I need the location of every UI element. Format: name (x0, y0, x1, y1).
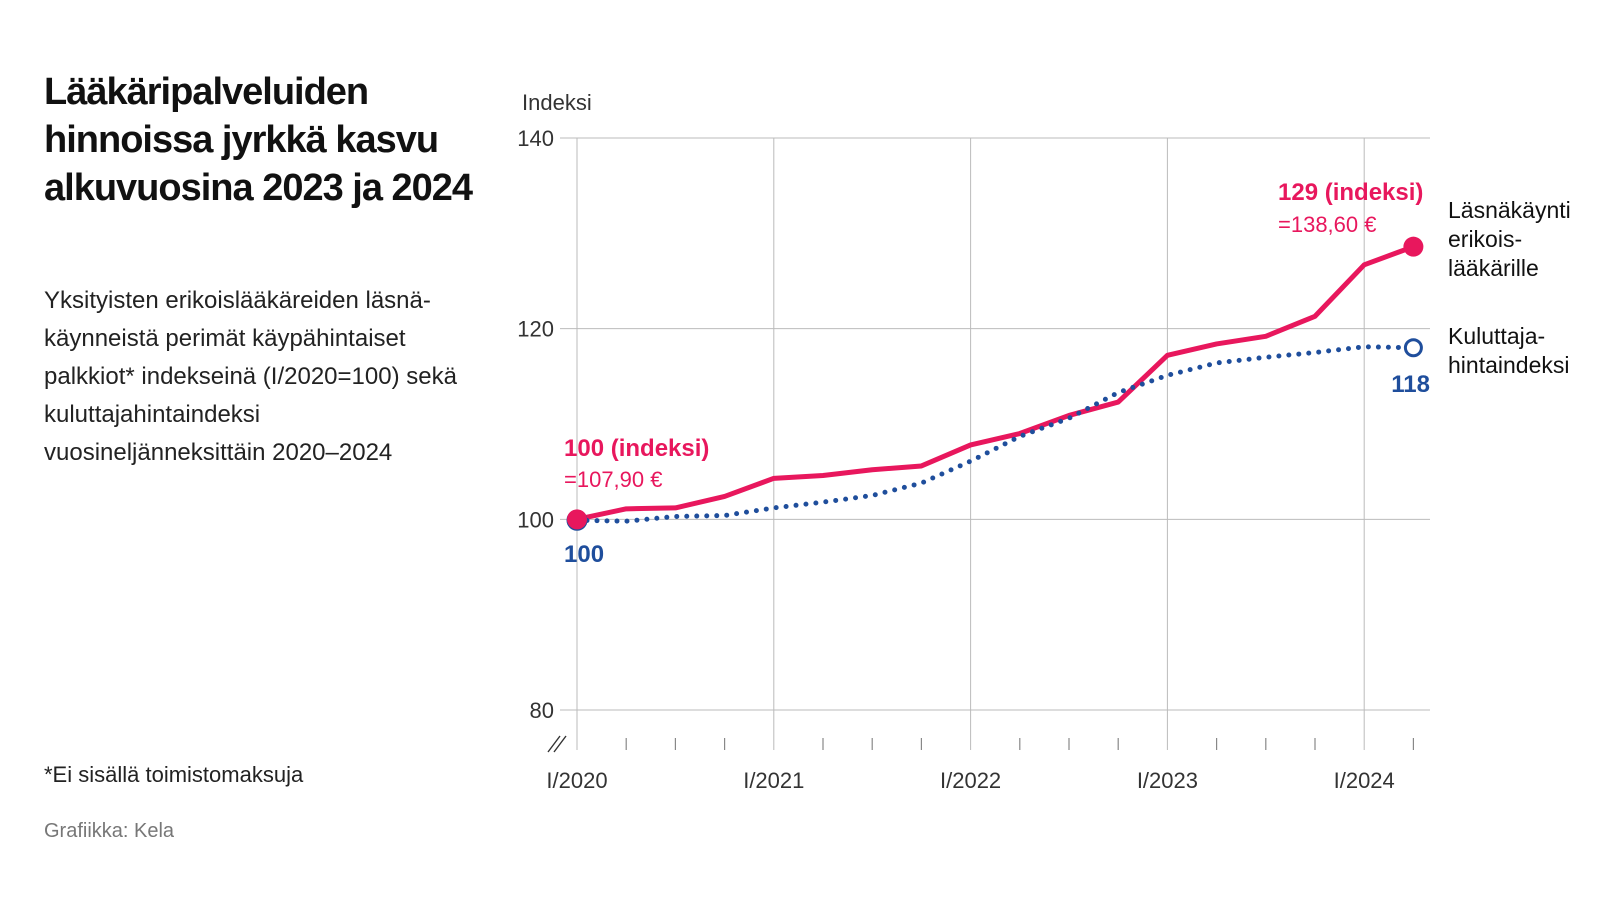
y-tick-label: 100 (517, 507, 554, 532)
start-annotation-sublabel: =107,90 € (564, 467, 662, 492)
chart-subtitle: Yksityisten erikoislääkäreiden läsnä-käy… (44, 287, 457, 466)
series-label-cpi: Kuluttaja- (1448, 323, 1545, 349)
end-annotation-label: 129 (indeksi) (1278, 179, 1423, 206)
series-label-cpi: hintaindeksi (1448, 352, 1569, 378)
x-tick-label: I/2020 (546, 768, 607, 793)
series-label-clinic: erikois- (1448, 226, 1522, 252)
x-tick-label: I/2021 (743, 768, 804, 793)
y-tick-label: 120 (517, 317, 554, 342)
axis-break-mark (553, 735, 567, 753)
y-axis-label: Indeksi (522, 90, 592, 115)
clinic-end-marker (1403, 236, 1424, 257)
axis-break-mark (547, 735, 561, 753)
chart-title: Lääkäripalveluiden hinnoissa jyrkkä kasv… (44, 71, 473, 209)
x-tick-label: I/2023 (1137, 768, 1198, 793)
series-label-clinic: Läsnäkäynti (1448, 197, 1571, 223)
end-annotation-sublabel: =138,60 € (1278, 212, 1376, 237)
x-tick-label: I/2024 (1334, 768, 1395, 793)
y-tick-label: 80 (530, 698, 554, 723)
start-annotation-label: 100 (indeksi) (564, 435, 709, 462)
cpi-end-marker (1403, 338, 1423, 358)
clinic-start-marker (567, 509, 587, 530)
credit: Grafiikka: Kela (44, 820, 175, 842)
footnote: *Ei sisällä toimistomaksuja (44, 762, 304, 787)
cpi-end-label: 118 (1391, 371, 1430, 398)
y-tick-label: 140 (517, 126, 554, 151)
series-line-2 (574, 344, 1416, 524)
series-label-clinic: lääkärille (1448, 255, 1539, 281)
cpi-start-label: 100 (564, 541, 604, 568)
series-line-1 (574, 244, 1416, 522)
x-tick-label: I/2022 (940, 768, 1001, 793)
